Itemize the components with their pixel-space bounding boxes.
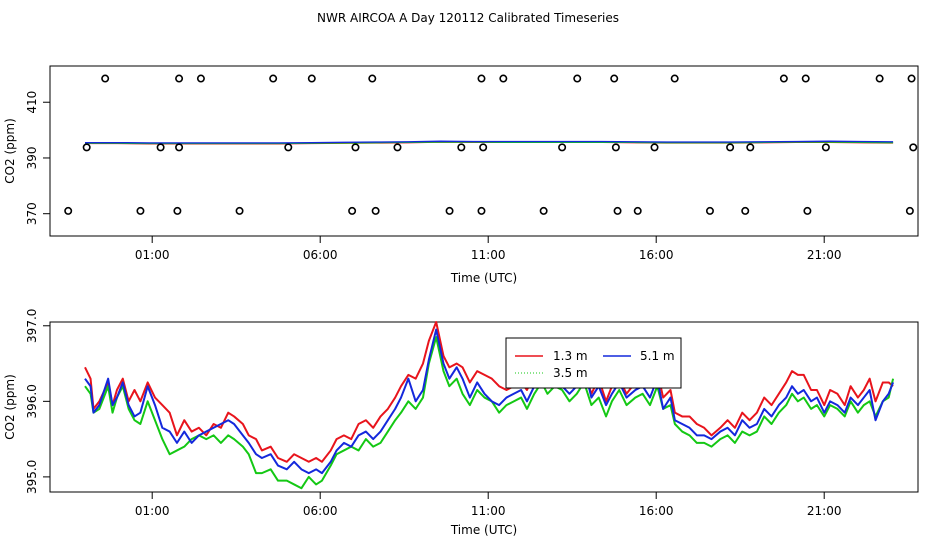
top-x-axis: 01:00 06:00 11:00 16:00 21:00 bbox=[135, 236, 842, 262]
standard-point-mid bbox=[351, 143, 360, 152]
legend-label-5-1m: 5.1 m bbox=[640, 349, 675, 363]
top-x-tick-label: 01:00 bbox=[135, 248, 170, 262]
top-x-tick-label: 16:00 bbox=[639, 248, 674, 262]
standard-point-low bbox=[136, 206, 145, 215]
standard-point-low bbox=[235, 206, 244, 215]
standard-point-high bbox=[779, 74, 788, 83]
standard-point-low bbox=[477, 206, 486, 215]
standard-point-mid bbox=[156, 143, 165, 152]
standard-point-mid bbox=[650, 143, 659, 152]
bottom-y-tick-label: 397.0 bbox=[25, 309, 39, 343]
bottom-x-tick-label: 06:00 bbox=[303, 504, 338, 518]
top-y-axis-label: CO2 (ppm) bbox=[3, 118, 17, 184]
standard-point-low bbox=[741, 206, 750, 215]
standard-point-mid bbox=[284, 143, 293, 152]
standard-point-low bbox=[633, 206, 642, 215]
standard-point-mid bbox=[821, 143, 830, 152]
standard-point-mid bbox=[393, 143, 402, 152]
top-x-tick-label: 06:00 bbox=[303, 248, 338, 262]
bottom-y-tick-label: 395.0 bbox=[25, 460, 39, 494]
bottom-series-lines bbox=[84, 321, 895, 490]
bottom-x-tick-label: 11:00 bbox=[471, 504, 506, 518]
standard-point-high bbox=[907, 74, 916, 83]
bottom-line-5-1m bbox=[84, 328, 895, 475]
standard-point-mid bbox=[479, 143, 488, 152]
standard-point-low bbox=[64, 206, 73, 215]
standard-point-high bbox=[610, 74, 619, 83]
bottom-x-tick-label: 01:00 bbox=[135, 504, 170, 518]
standard-point-low bbox=[348, 206, 357, 215]
standard-point-mid bbox=[909, 143, 918, 152]
standard-point-mid bbox=[175, 143, 184, 152]
top-y-tick-label: 370 bbox=[25, 202, 39, 225]
standard-point-low bbox=[705, 206, 714, 215]
standard-point-high bbox=[269, 74, 278, 83]
standard-point-mid bbox=[611, 143, 620, 152]
standard-point-low bbox=[371, 206, 380, 215]
standard-point-mid bbox=[558, 143, 567, 152]
standard-point-high bbox=[368, 74, 377, 83]
standard-point-high bbox=[875, 74, 884, 83]
top-line-5-1m bbox=[85, 140, 894, 144]
bottom-x-tick-label: 21:00 bbox=[807, 504, 842, 518]
standard-point-high bbox=[477, 74, 486, 83]
top-y-tick-label: 390 bbox=[25, 147, 39, 170]
bottom-x-axis: 01:00 06:00 11:00 16:00 21:00 bbox=[135, 492, 842, 518]
standard-point-high bbox=[101, 74, 110, 83]
standard-point-high bbox=[196, 74, 205, 83]
standard-point-mid bbox=[726, 143, 735, 152]
standard-point-mid bbox=[457, 143, 466, 152]
legend-label-1-3m: 1.3 m bbox=[553, 349, 588, 363]
top-plot-frame bbox=[49, 65, 919, 237]
legend-box bbox=[505, 337, 682, 389]
top-x-tick-label: 11:00 bbox=[471, 248, 506, 262]
standard-point-low bbox=[905, 206, 914, 215]
bottom-y-axis: 395.0 396.0 397.0 bbox=[25, 309, 50, 494]
standard-point-low bbox=[539, 206, 548, 215]
standard-point-high bbox=[499, 74, 508, 83]
top-series-lines bbox=[85, 140, 894, 145]
top-panel: 01:00 06:00 11:00 16:00 21:00 370 390 410 Time… bbox=[3, 65, 919, 285]
top-y-axis: 370 390 410 bbox=[25, 91, 50, 225]
legend-label-3-5m: 3.5 m bbox=[553, 366, 588, 380]
bottom-y-axis-label: CO2 (ppm) bbox=[3, 374, 17, 440]
standard-point-mid bbox=[746, 143, 755, 152]
bottom-line-3-5m bbox=[84, 336, 895, 490]
standard-point-high bbox=[307, 74, 316, 83]
standard-point-low bbox=[173, 206, 182, 215]
bottom-x-tick-label: 16:00 bbox=[639, 504, 674, 518]
standard-point-high bbox=[670, 74, 679, 83]
bottom-x-axis-label: Time (UTC) bbox=[450, 523, 517, 537]
top-y-tick-label: 410 bbox=[25, 91, 39, 114]
top-standards-points bbox=[64, 74, 918, 215]
bottom-plot-frame bbox=[49, 321, 919, 493]
standard-point-low bbox=[613, 206, 622, 215]
legend: 1.3 m 5.1 m 3.5 m bbox=[505, 337, 682, 389]
standard-point-low bbox=[803, 206, 812, 215]
bottom-line-1-3m bbox=[84, 321, 894, 463]
bottom-y-tick-label: 396.0 bbox=[25, 384, 39, 418]
top-x-tick-label: 21:00 bbox=[807, 248, 842, 262]
standard-point-low bbox=[445, 206, 454, 215]
figure-title: NWR AIRCOA A Day 120112 Calibrated Times… bbox=[317, 11, 619, 25]
bottom-panel: 01:00 06:00 11:00 16:00 21:00 395.0 396.0 397.… bbox=[3, 309, 919, 537]
standard-point-mid bbox=[82, 143, 91, 152]
top-x-axis-label: Time (UTC) bbox=[450, 271, 517, 285]
standard-point-high bbox=[801, 74, 810, 83]
standard-point-high bbox=[175, 74, 184, 83]
standard-point-high bbox=[573, 74, 582, 83]
